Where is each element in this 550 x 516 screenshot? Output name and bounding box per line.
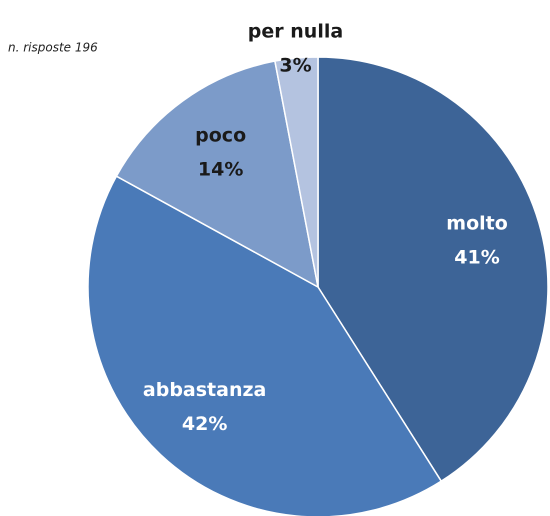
slice-label: per nulla bbox=[248, 20, 343, 42]
pie-slice bbox=[115, 60, 320, 289]
slice-label: poco bbox=[195, 125, 246, 147]
slice-label: molto bbox=[446, 212, 508, 234]
slice-value-label: 3% bbox=[279, 54, 311, 76]
slice-label: abbastanza bbox=[143, 379, 266, 401]
slice-value-label: 42% bbox=[182, 413, 227, 435]
slice-value-label: 41% bbox=[454, 246, 499, 268]
slice-value-label: 14% bbox=[198, 159, 243, 181]
pie-slice bbox=[274, 56, 319, 288]
annotation: n. risposte 196 bbox=[8, 41, 98, 55]
pie-slice bbox=[317, 56, 549, 483]
pie-slice bbox=[87, 175, 443, 516]
